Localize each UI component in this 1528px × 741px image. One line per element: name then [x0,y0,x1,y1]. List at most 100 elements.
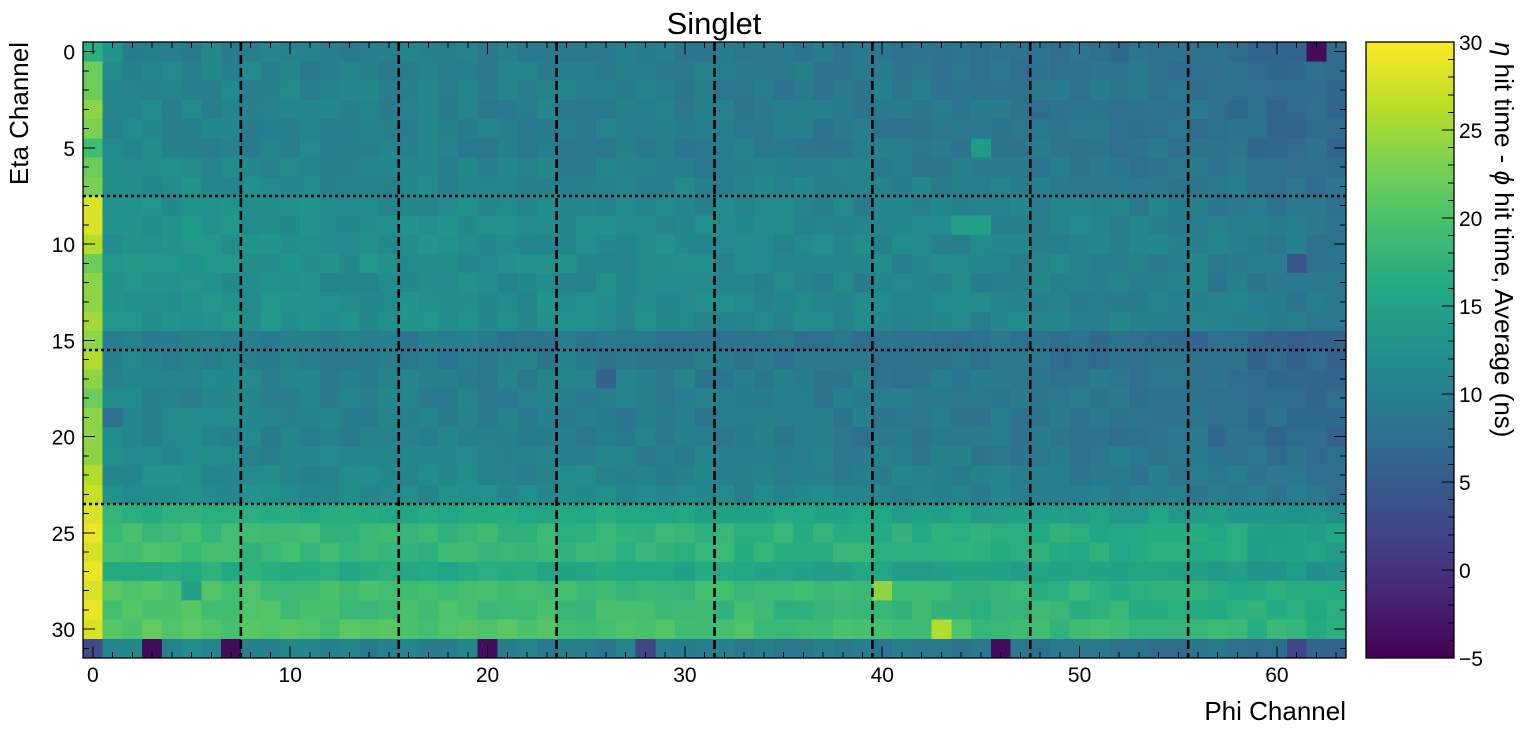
heatmap-cell [596,253,617,274]
heatmap-cell [536,61,558,82]
heatmap-cell [793,311,814,332]
heatmap-cell [951,350,972,370]
heatmap-cell [517,600,538,621]
heatmap-cell [438,80,459,101]
heatmap-cell [911,369,933,390]
heatmap-cell [576,42,597,62]
heatmap-cell [517,542,538,563]
heatmap-cell [1148,157,1169,178]
heatmap-cell [438,350,459,370]
heatmap-cell [240,427,262,447]
heatmap-cell [1128,311,1150,332]
heatmap-cell [102,465,124,486]
heatmap-cell [852,388,873,409]
heatmap-cell [142,138,163,159]
heatmap-cell [102,119,124,139]
heatmap-cell [122,581,143,601]
heatmap-cell [596,465,617,486]
heatmap-cell [1267,504,1288,524]
heatmap-cell [892,99,913,120]
heatmap-cell [379,427,400,447]
heatmap-cell [181,638,202,659]
heatmap-cell [1326,273,1347,293]
heatmap-cell [221,581,242,601]
heatmap-cell [398,292,420,313]
heatmap-cell [892,638,913,659]
heatmap-cell [1227,581,1248,601]
heatmap-cell [813,273,834,293]
heatmap-cell [477,427,499,447]
heatmap-cell [457,523,479,544]
heatmap-cell [1049,581,1071,601]
heatmap-cell [951,311,972,332]
heatmap-cell [1109,542,1130,563]
heatmap-cell [1030,600,1051,621]
heatmap-cell [1089,157,1110,178]
heatmap-cell [753,427,775,447]
heatmap-cell [753,311,775,332]
heatmap-cell [1286,196,1308,216]
heatmap-cell [1306,196,1327,216]
heatmap-cell [418,157,439,178]
heatmap-cell [418,504,439,524]
heatmap-cell [300,619,321,640]
heatmap-cell [260,600,281,621]
heatmap-cell [181,619,202,640]
heatmap-cell [1089,292,1110,313]
heatmap-cell [83,273,104,293]
heatmap-cell [1128,561,1150,582]
heatmap-cell [102,253,124,274]
heatmap-cell [596,42,617,62]
heatmap-cell [1227,215,1248,236]
heatmap-cell [1010,292,1031,313]
heatmap-cell [221,273,242,293]
heatmap-cell [536,42,558,62]
heatmap-cell [971,176,992,197]
heatmap-cell [556,119,577,139]
heatmap-cell [734,581,755,601]
heatmap-cell [615,369,637,390]
heatmap-cell [1030,484,1051,505]
heatmap-cell [536,465,558,486]
heatmap-cell [773,119,795,139]
heatmap-cell [536,119,558,139]
heatmap-cell [1227,619,1248,640]
heatmap-cell [1089,350,1110,370]
heatmap-cell [1148,600,1169,621]
heatmap-cell [773,99,795,120]
heatmap-cell [1247,465,1268,486]
heatmap-cell [1247,638,1268,659]
heatmap-cell [379,369,400,390]
heatmap-cell [536,196,558,216]
heatmap-cell [280,581,301,601]
heatmap-cell [931,350,952,370]
heatmap-cell [1030,311,1051,332]
heatmap-cell [280,619,301,640]
heatmap-cell [161,330,183,351]
heatmap-cell [872,350,893,370]
heatmap-cell [714,330,735,351]
heatmap-cell [161,292,183,313]
heatmap-cell [1049,273,1071,293]
heatmap-cell [1306,542,1327,563]
heatmap-cell [1069,176,1091,197]
heatmap-cell [714,542,735,563]
heatmap-cell [457,119,479,139]
heatmap-cell [1030,292,1051,313]
heatmap-cell [418,638,439,659]
heatmap-cell [319,561,341,582]
heatmap-cell [793,638,814,659]
heatmap-cell [675,350,696,370]
heatmap-cell [260,138,281,159]
heatmap-cell [161,138,183,159]
heatmap-cell [319,638,341,659]
heatmap-cell [911,80,933,101]
heatmap-cell [359,561,380,582]
heatmap-cell [398,542,420,563]
heatmap-cell [1267,99,1288,120]
heatmap-cell [773,523,795,544]
heatmap-cell [517,388,538,409]
heatmap-cell [813,176,834,197]
heatmap-cell [813,484,834,505]
heatmap-cell [635,176,656,197]
